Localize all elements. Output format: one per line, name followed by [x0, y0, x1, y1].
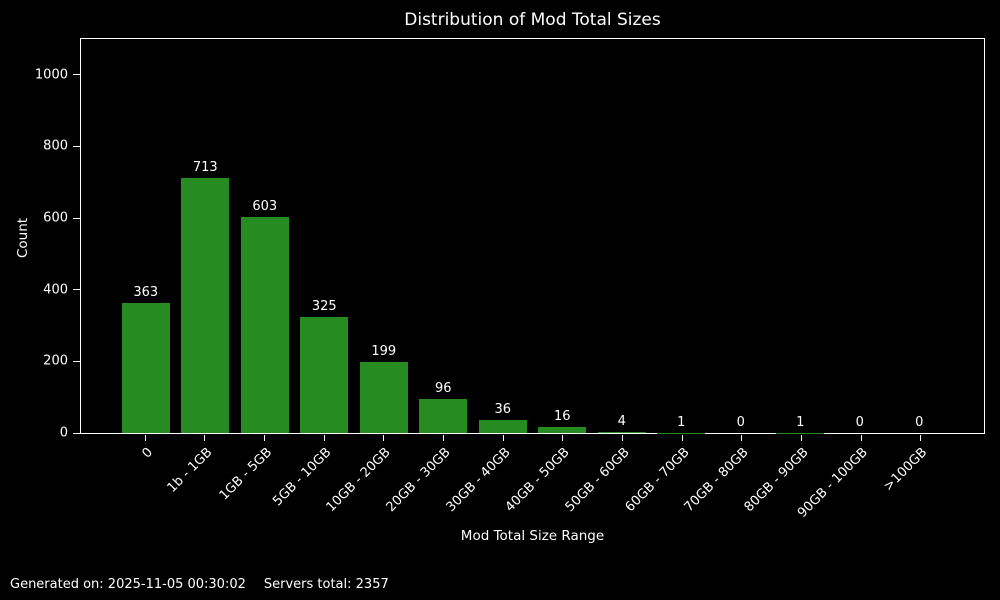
bar-slot: 363 — [116, 39, 176, 433]
bar-value-label: 199 — [371, 343, 397, 359]
x-tick: 0 — [115, 435, 175, 530]
bar — [478, 420, 527, 433]
y-tick-mark — [73, 145, 80, 147]
bar-value-label: 603 — [252, 199, 278, 215]
x-tick-label: 0 — [138, 445, 156, 462]
y-tick-mark — [73, 360, 80, 362]
x-tick-mark — [681, 435, 683, 441]
x-tick: 80GB - 90GB — [741, 435, 831, 530]
bar-slot: 0 — [830, 39, 890, 433]
bar — [240, 217, 289, 433]
bar-value-label: 1 — [796, 414, 805, 430]
bar-slot: 1 — [652, 39, 712, 433]
bar-value-label: 1 — [677, 414, 686, 430]
x-tick-mark — [502, 435, 504, 441]
x-tick: 5GB - 10GB — [270, 435, 354, 530]
bar-slot: 713 — [176, 39, 236, 433]
x-tick-mark — [204, 435, 206, 441]
bar — [359, 361, 408, 433]
x-tick: 20GB - 30GB — [384, 435, 473, 530]
y-tick-label: 1000 — [34, 67, 68, 83]
bar — [538, 427, 587, 433]
generated-on-text: Generated on: 2025-11-05 00:30:02 — [10, 577, 246, 592]
x-tick: 50GB - 60GB — [563, 435, 652, 530]
bar-value-label: 16 — [553, 409, 571, 425]
bar-slot: 36 — [473, 39, 533, 433]
y-tick-mark — [73, 289, 80, 291]
bar-slot: 1 — [771, 39, 831, 433]
x-tick-mark — [920, 435, 922, 441]
bar-value-label: 0 — [915, 415, 924, 430]
x-tick: 1b - 1GB — [164, 435, 235, 530]
x-tick: >100GB — [881, 435, 950, 530]
bar-value-label: 96 — [434, 380, 452, 396]
bar-value-label: 0 — [736, 415, 745, 430]
servers-total-text: Servers total: 2357 — [263, 577, 389, 592]
bar-slot: 16 — [533, 39, 593, 433]
x-axis-ticks: 0 1b - 1GB 1GB - 5GB 5GB - 10GB 10GB - 20GB 2… — [80, 435, 985, 530]
bar-value-label: 325 — [311, 298, 337, 314]
bar — [300, 316, 349, 433]
footer: Generated on: 2025-11-05 00:30:02 Servers… — [10, 577, 389, 592]
y-tick-label: 800 — [43, 138, 68, 154]
x-tick: 1GB - 5GB — [216, 435, 294, 530]
y-tick-mark — [73, 74, 80, 76]
x-tick: 90GB - 100GB — [795, 435, 891, 530]
bar — [419, 398, 468, 433]
bar-value-label: 4 — [617, 413, 626, 429]
bar-value-label: 0 — [855, 415, 864, 430]
x-tick-mark — [621, 435, 623, 441]
x-axis-label: Mod Total Size Range — [460, 528, 605, 544]
x-tick-mark — [443, 435, 445, 441]
x-tick-mark — [741, 435, 743, 441]
bar-value-label: 713 — [192, 159, 218, 175]
x-tick-mark — [383, 435, 385, 441]
bar-slot: 0 — [890, 39, 950, 433]
x-tick-mark — [144, 435, 146, 441]
y-tick-label: 600 — [43, 210, 68, 226]
x-tick: 40GB - 50GB — [503, 435, 592, 530]
x-tick-mark — [860, 435, 862, 441]
y-tick-label: 200 — [43, 353, 68, 369]
y-tick-label: 0 — [59, 425, 68, 441]
bar-slot: 325 — [295, 39, 355, 433]
x-tick: 70GB - 80GB — [682, 435, 771, 530]
x-tick-mark — [562, 435, 564, 441]
x-tick: 60GB - 70GB — [622, 435, 712, 530]
bars-container: 363 713 603 325 199 96 36 16 4 1 0 1 0 0 — [81, 39, 984, 433]
chart-title: Distribution of Mod Total Sizes — [404, 10, 661, 30]
bar-slot: 603 — [235, 39, 295, 433]
bar-slot: 96 — [414, 39, 474, 433]
y-tick-mark — [73, 432, 80, 434]
bar — [181, 177, 230, 433]
y-tick-label: 400 — [43, 282, 68, 298]
y-axis-ticks: 0 200 400 600 800 1000 — [0, 39, 80, 441]
plot-area: 363 713 603 325 199 96 36 16 4 1 0 1 0 0 — [80, 38, 985, 434]
bar-slot: 0 — [711, 39, 771, 433]
y-axis-label: Count — [15, 217, 31, 259]
bar-value-label: 363 — [133, 284, 159, 300]
x-tick-mark — [800, 435, 802, 441]
bar-slot: 4 — [592, 39, 652, 433]
bar — [597, 431, 646, 433]
x-tick: 30GB - 40GB — [443, 435, 533, 530]
y-tick-mark — [73, 217, 80, 219]
bar — [121, 302, 170, 433]
x-tick-mark — [264, 435, 266, 441]
x-tick-mark — [323, 435, 325, 441]
bar-value-label: 36 — [494, 402, 512, 418]
x-tick: 10GB - 20GB — [324, 435, 414, 530]
bar-slot: 199 — [354, 39, 414, 433]
